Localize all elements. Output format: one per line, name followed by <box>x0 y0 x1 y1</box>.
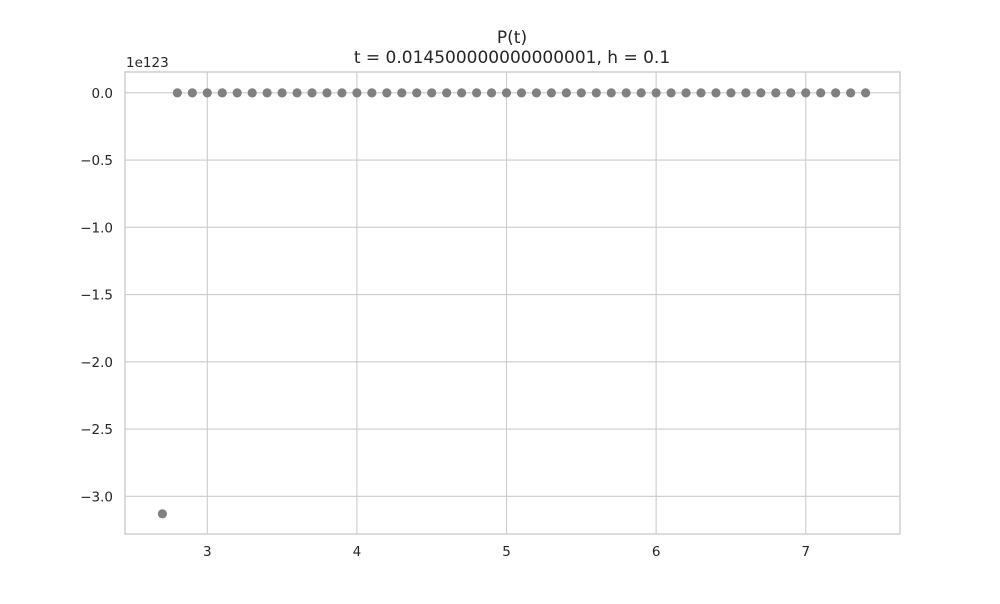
y-tick-label-2: −1.0 <box>80 220 113 236</box>
x-tick-label-0: 3 <box>203 544 212 560</box>
y-tick-label-6: −3.0 <box>80 489 113 505</box>
data-point-21 <box>471 88 482 98</box>
data-point-6 <box>247 88 257 98</box>
data-point-24 <box>516 88 527 98</box>
data-point-8 <box>277 88 287 98</box>
data-point-0 <box>157 509 168 519</box>
data-point-25 <box>531 88 542 98</box>
data-point-43 <box>801 88 811 98</box>
data-point-13 <box>352 88 362 98</box>
data-point-22 <box>486 88 497 98</box>
data-point-15 <box>382 88 392 98</box>
data-point-1 <box>172 88 182 98</box>
data-point-40 <box>756 88 766 98</box>
y-tick-label-1: −0.5 <box>80 153 113 169</box>
y-tick-label-5: −2.5 <box>80 422 113 438</box>
data-point-26 <box>546 88 556 98</box>
x-tick-label-1: 4 <box>353 544 362 560</box>
x-tick-label-4: 7 <box>801 544 810 560</box>
data-point-31 <box>621 88 631 98</box>
data-point-36 <box>696 88 706 98</box>
data-point-30 <box>606 88 616 98</box>
data-point-42 <box>786 88 796 98</box>
y-tick-label-3: −1.5 <box>80 288 113 304</box>
data-point-5 <box>232 88 242 98</box>
data-point-47 <box>860 88 871 98</box>
data-point-10 <box>307 88 317 98</box>
data-point-29 <box>591 88 601 98</box>
data-points <box>157 88 871 519</box>
y-tick-label-4: −2.0 <box>80 355 113 371</box>
data-point-9 <box>292 88 302 98</box>
data-point-7 <box>262 88 272 98</box>
chart-subtitle: t = 0.014500000000000001, h = 0.1 <box>354 48 670 68</box>
data-point-35 <box>681 88 691 98</box>
y-tick-label-0: 0.0 <box>92 86 113 102</box>
plot-background <box>125 72 900 534</box>
data-point-3 <box>202 88 212 98</box>
data-point-34 <box>666 88 676 98</box>
data-point-17 <box>412 88 422 98</box>
data-point-16 <box>397 88 407 98</box>
data-point-41 <box>771 88 781 98</box>
data-point-45 <box>831 88 841 98</box>
plot-frame <box>124 71 901 535</box>
chart-title: P(t) <box>497 28 527 48</box>
data-point-37 <box>711 88 721 98</box>
data-point-44 <box>816 88 826 98</box>
data-point-46 <box>846 88 856 98</box>
data-point-19 <box>442 88 452 98</box>
data-point-39 <box>741 88 751 98</box>
data-point-33 <box>651 88 661 98</box>
data-point-38 <box>726 88 736 98</box>
x-tick-label-2: 5 <box>502 544 511 560</box>
data-point-14 <box>367 88 377 98</box>
data-point-20 <box>457 88 467 98</box>
data-point-23 <box>501 88 512 98</box>
data-point-12 <box>337 88 347 98</box>
axes-frame <box>124 71 901 535</box>
y-axis-offset-label: 1e123 <box>126 55 169 71</box>
x-tick-label-3: 6 <box>652 544 661 560</box>
data-point-4 <box>217 88 227 98</box>
data-point-32 <box>636 88 646 98</box>
data-point-18 <box>427 88 437 98</box>
data-point-11 <box>322 88 332 98</box>
data-point-28 <box>576 88 586 98</box>
tick-labels: 3 4 5 6 7 0.0 −0.5 −1.0 −1.5 −2.0 −2.5 −3.0 <box>80 86 810 560</box>
data-point-2 <box>187 88 197 98</box>
data-point-27 <box>561 88 571 98</box>
